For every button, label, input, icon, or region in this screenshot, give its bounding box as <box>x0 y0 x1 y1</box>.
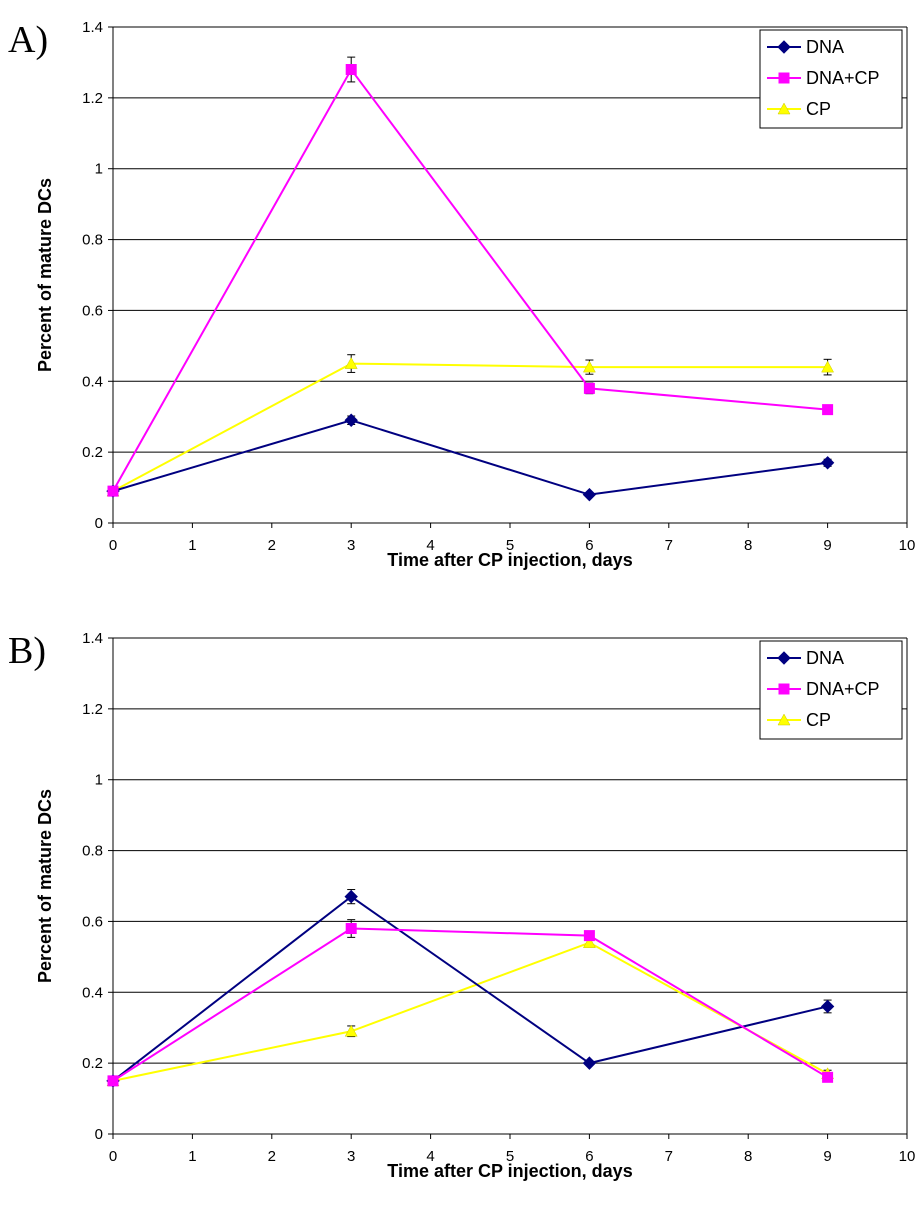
legend-marker <box>777 651 791 665</box>
y-tick-label: 0.2 <box>82 444 103 461</box>
legend-item: DNA <box>767 37 844 57</box>
legend-label: DNA+CP <box>806 679 880 699</box>
x-tick-label: 7 <box>665 537 673 554</box>
x-tick-label: 9 <box>823 537 831 554</box>
data-point <box>582 1056 597 1070</box>
data-point <box>344 413 358 427</box>
chart-panel-b: B) 0 0.2 0.4 0.6 0.8 1 1.2 1.4 0 1 2 3 4 5 6 7 8 9 10 Time a… <box>0 611 921 1222</box>
x-tick-label: 0 <box>109 1148 117 1165</box>
x-tick-label: 6 <box>585 1148 593 1165</box>
legend-label: CP <box>806 710 831 730</box>
y-tick-label: 0.2 <box>82 1055 103 1072</box>
series-dna <box>106 889 835 1088</box>
y-tick-label: 0.8 <box>82 843 103 860</box>
legend-item: DNA+CP <box>767 68 880 88</box>
data-point <box>822 404 834 416</box>
x-tick-label: 6 <box>585 537 593 554</box>
series-line <box>112 927 829 1082</box>
x-tick-label: 8 <box>744 1148 752 1165</box>
y-tick-label: 0.6 <box>82 302 103 319</box>
y-axis-title: Percent of mature DCs <box>35 789 55 983</box>
x-tick-label: 8 <box>744 537 752 554</box>
data-point <box>821 360 835 373</box>
x-tick-label: 3 <box>347 1148 355 1165</box>
y-tick-label: 0.4 <box>82 373 103 390</box>
series-line <box>112 67 828 492</box>
y-tick-label: 0 <box>95 515 103 532</box>
legend-item: CP <box>767 710 831 730</box>
y-tick-label: 1 <box>95 772 103 789</box>
data-point <box>107 1075 119 1087</box>
chart-panel-a: A) 0 0.2 0.4 0.6 0.8 1 1.2 1.4 0 1 2 3 4 5 6 7 8 9 10 Time a… <box>8 19 916 570</box>
data-point <box>822 1071 834 1083</box>
x-tick-label: 10 <box>899 537 916 554</box>
y-tick-label: 0.4 <box>82 984 103 1001</box>
data-point <box>582 487 597 502</box>
x-axis-title: Time after CP injection, days <box>387 550 632 570</box>
data-point <box>582 936 596 948</box>
legend-item: DNA <box>767 648 844 668</box>
y-tick-label: 0.8 <box>82 232 103 249</box>
x-tick-label: 4 <box>426 537 434 554</box>
panel-label: A) <box>8 19 48 61</box>
series-dna-cp <box>107 919 834 1087</box>
y-tick-label: 0.6 <box>82 913 103 930</box>
legend-marker <box>777 102 791 115</box>
series-dna-cp <box>107 56 834 497</box>
series-line <box>112 419 828 496</box>
chart-a: A) 0 0.2 0.4 0.6 0.8 1 1.2 1.4 0 1 2 3 4 5 6 7 8 9 10 Time a… <box>8 19 916 570</box>
x-tick-label: 5 <box>506 537 514 554</box>
data-point <box>345 923 357 935</box>
series-line <box>112 895 828 1082</box>
legend-label: DNA <box>806 648 844 668</box>
legend-marker <box>777 40 791 54</box>
legend-marker <box>778 72 790 84</box>
data-point <box>820 999 835 1014</box>
legend-item: CP <box>767 99 831 119</box>
y-tick-label: 1 <box>95 161 103 178</box>
x-tick-label: 4 <box>426 1148 434 1165</box>
x-tick-label: 7 <box>665 1148 673 1165</box>
chart-b: B) 0 0.2 0.4 0.6 0.8 1 1.2 1.4 0 1 2 3 4 5 6 7 8 9 10 Time a… <box>8 630 916 1181</box>
x-tick-label: 0 <box>109 537 117 554</box>
data-point <box>344 1024 358 1037</box>
y-tick-label: 0 <box>95 1126 103 1143</box>
legend: DNA DNA+CP CP <box>759 29 903 129</box>
legend: DNA DNA+CP CP <box>759 640 903 740</box>
data-point <box>582 360 596 373</box>
x-tick-label: 9 <box>823 1148 831 1165</box>
x-tick-label: 10 <box>899 1148 916 1165</box>
y-tick-label: 1.2 <box>82 701 103 718</box>
data-point <box>344 889 358 904</box>
legend-label: CP <box>806 99 831 119</box>
x-tick-label: 2 <box>268 537 276 554</box>
series-line <box>112 941 829 1082</box>
y-tick-label: 1.4 <box>82 19 103 36</box>
x-tick-label: 1 <box>188 1148 196 1165</box>
legend-label: DNA+CP <box>806 68 880 88</box>
y-axis-title: Percent of mature DCs <box>35 178 55 372</box>
y-tick-label: 1.4 <box>82 630 103 647</box>
data-point <box>820 456 835 470</box>
y-tick-label: 1.2 <box>82 90 103 107</box>
x-axis-title: Time after CP injection, days <box>387 1161 632 1181</box>
series-line <box>112 362 828 492</box>
data-point <box>583 930 595 942</box>
data-point <box>345 64 357 76</box>
data-point <box>344 357 358 369</box>
series-cp <box>106 354 835 497</box>
series-dna <box>106 413 835 502</box>
x-tick-label: 5 <box>506 1148 514 1165</box>
data-point <box>583 382 595 394</box>
panel-label: B) <box>8 630 46 672</box>
x-tick-label: 2 <box>268 1148 276 1165</box>
legend-item: DNA+CP <box>767 679 880 699</box>
x-tick-label: 3 <box>347 537 355 554</box>
legend-marker <box>778 683 790 695</box>
legend-marker <box>777 713 791 726</box>
legend-label: DNA <box>806 37 844 57</box>
x-tick-label: 1 <box>188 537 196 554</box>
data-point <box>107 485 119 497</box>
